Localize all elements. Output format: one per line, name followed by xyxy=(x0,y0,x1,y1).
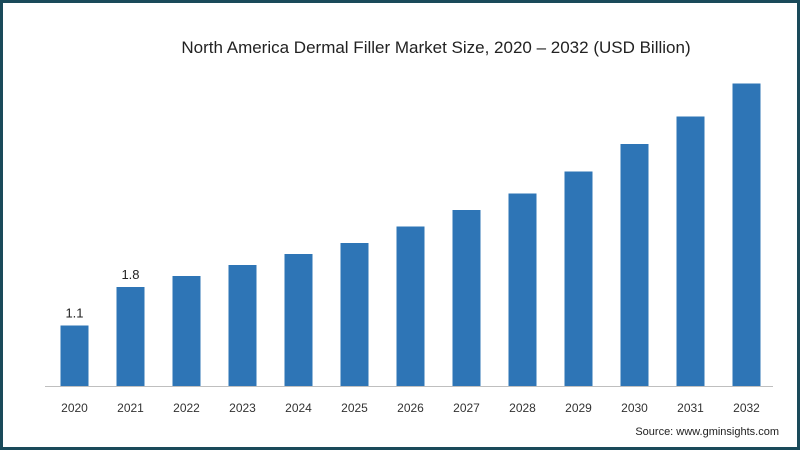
bar-2025 xyxy=(340,243,369,386)
x-tick-label-2021: 2021 xyxy=(117,401,144,415)
x-tick-label-2028: 2028 xyxy=(509,401,536,415)
x-tick-label-2022: 2022 xyxy=(173,401,200,415)
bar-chart: 2020 1.1 2021 1.8 2022 2023 2024 2025 2026 2027 20… xyxy=(45,83,773,415)
bar-2022 xyxy=(172,276,201,386)
bar-2023 xyxy=(228,265,257,386)
x-tick-label-2025: 2025 xyxy=(341,401,368,415)
bar-2026 xyxy=(396,226,425,386)
x-tick-label-2031: 2031 xyxy=(677,401,704,415)
bar-2032 xyxy=(732,83,761,386)
data-label-2021: 1.8 xyxy=(121,267,139,282)
x-tick-label-2020: 2020 xyxy=(61,401,88,415)
x-tick-label-2027: 2027 xyxy=(453,401,480,415)
x-tick-label-2023: 2023 xyxy=(229,401,256,415)
bar-2021 xyxy=(116,287,145,386)
bar-2029 xyxy=(564,171,593,386)
bar-2020 xyxy=(60,325,89,386)
x-tick-label-2026: 2026 xyxy=(397,401,424,415)
x-tick-label-2029: 2029 xyxy=(565,401,592,415)
bar-2031 xyxy=(676,116,705,386)
x-tick-label-2030: 2030 xyxy=(621,401,648,415)
data-label-2020: 1.1 xyxy=(65,306,83,321)
bar-2024 xyxy=(284,254,313,386)
x-tick-label-2024: 2024 xyxy=(285,401,312,415)
bar-2027 xyxy=(452,210,481,386)
x-tick-label-2032: 2032 xyxy=(733,401,760,415)
source-note: Source: www.gminsights.com xyxy=(635,426,779,438)
bar-2028 xyxy=(508,193,537,386)
chart-title: North America Dermal Filler Market Size,… xyxy=(181,38,691,57)
bar-2030 xyxy=(620,144,649,386)
